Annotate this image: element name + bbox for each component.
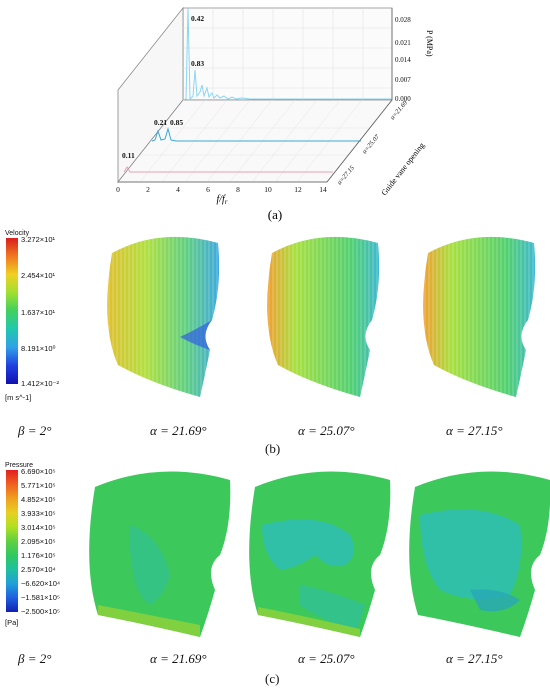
velocity-contours <box>107 236 536 397</box>
legend-tick: −6.620×10⁴ <box>21 579 61 588</box>
series-label: α=25.07 <box>361 133 381 155</box>
x-axis-title: f/fr <box>216 194 227 206</box>
legend-tick: 1.637×10¹ <box>21 308 55 317</box>
panel-label-a: (a) <box>268 207 282 222</box>
caption-alpha-1: α = 21.69° <box>150 651 207 666</box>
series-line-top <box>182 7 392 101</box>
panel-label-b: (b) <box>265 441 281 456</box>
peak-label: 0.21 <box>154 118 167 127</box>
depth-axis-title: Guide vane opening <box>379 141 426 197</box>
x-tick-label: 14 <box>319 185 327 194</box>
y-tick-label: 0.014 <box>395 56 411 64</box>
series-label: α=27.15 <box>336 164 356 186</box>
streamline-blade-3 <box>423 236 536 397</box>
legend-tick: 2.095×10⁵ <box>21 537 56 546</box>
legend-tick: 3.014×10⁵ <box>21 523 56 532</box>
legend-tick: 3.933×10⁵ <box>21 509 56 518</box>
streamline-blade-2 <box>267 236 380 397</box>
chart-back-wall <box>182 7 393 101</box>
caption-beta: β = 2° <box>18 651 52 666</box>
legend-tick: −2.500×10⁵ <box>21 607 60 616</box>
waterfall-traces <box>123 7 392 173</box>
legend-tick: 2.454×10¹ <box>21 271 55 280</box>
caption-alpha-2: α = 25.07° <box>298 651 355 666</box>
x-tick-label: 2 <box>146 185 150 194</box>
panel-label-c: (c) <box>265 671 280 686</box>
caption-alpha-3: α = 27.15° <box>446 651 503 666</box>
waterfall-chart: 0.42 0.83 0.21 0.85 0.11 0.028 0.021 0.0… <box>116 6 434 222</box>
legend-tick: 5.771×10⁵ <box>21 481 56 490</box>
y-axis-title: P (MPa) <box>425 30 434 57</box>
legend-tick: −1.581×10⁵ <box>21 593 60 602</box>
pressure-colorbar <box>6 470 18 612</box>
series-line-middle <box>151 127 361 142</box>
legend-tick: 6.690×10⁵ <box>21 467 56 476</box>
peak-label: 0.11 <box>122 151 135 160</box>
x-tick-label: 0 <box>116 185 120 194</box>
legend-tick: 1.176×10⁵ <box>21 551 56 560</box>
y-tick-label: 0.028 <box>395 16 411 24</box>
x-tick-label: 12 <box>294 185 302 194</box>
legend-tick: 8.191×10⁰ <box>21 344 56 353</box>
legend-unit: [m s^-1] <box>5 393 32 402</box>
x-tick-label: 10 <box>264 185 272 194</box>
legend-tick: 1.412×10⁻² <box>21 379 59 388</box>
peak-label: 0.83 <box>191 59 204 68</box>
pressure-blade-3 <box>409 471 550 637</box>
series-line-bottom <box>123 166 333 173</box>
legend-unit: [Pa] <box>5 618 19 627</box>
velocity-legend-title: Velocity <box>5 230 30 237</box>
legend-tick: 3.272×10¹ <box>21 235 55 244</box>
caption-alpha-3: α = 27.15° <box>446 423 503 438</box>
pressure-legend-title: Pressure <box>5 462 34 469</box>
peak-label: 0.42 <box>191 14 204 23</box>
pressure-contours <box>89 471 550 637</box>
legend-tick: 4.852×10⁵ <box>21 495 56 504</box>
y-tick-label: 0.021 <box>395 39 411 47</box>
caption-alpha-2: α = 25.07° <box>298 423 355 438</box>
streamline-blade-1 <box>107 236 220 397</box>
x-tick-label: 4 <box>176 185 180 194</box>
peak-label: 0.85 <box>170 118 183 127</box>
pressure-blade-1 <box>89 471 231 637</box>
y-tick-label: 0.000 <box>395 95 411 103</box>
x-tick-label: 8 <box>236 185 240 194</box>
pressure-blade-2 <box>249 471 391 637</box>
velocity-colorbar <box>6 238 18 384</box>
y-tick-label: 0.007 <box>395 76 411 84</box>
x-tick-label: 6 <box>206 185 210 194</box>
caption-beta: β = 2° <box>18 423 52 438</box>
back-wall-grid <box>183 8 392 100</box>
caption-alpha-1: α = 21.69° <box>150 423 207 438</box>
legend-tick: 2.570×10⁴ <box>21 565 56 574</box>
